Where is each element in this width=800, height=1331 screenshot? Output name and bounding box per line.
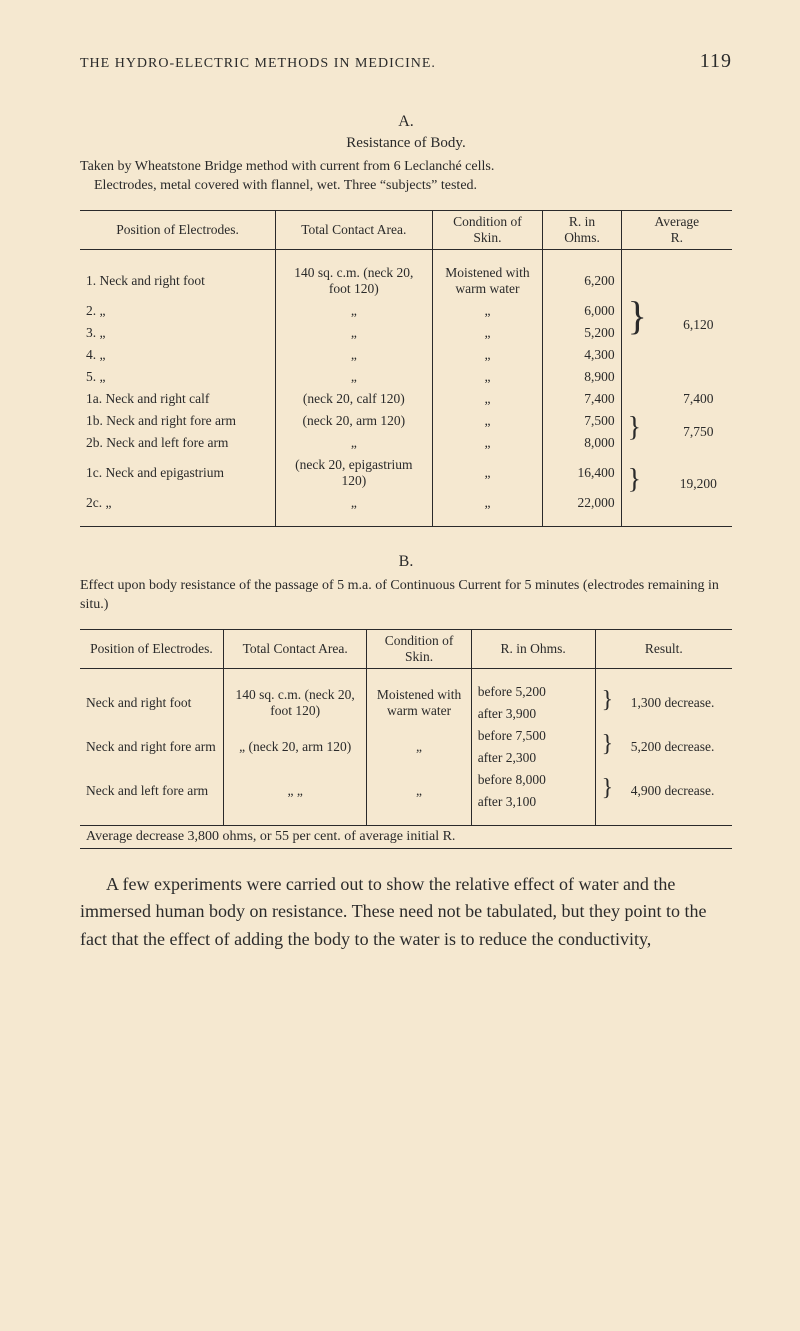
section-a-letter: A.	[80, 113, 732, 131]
page-number: 119	[700, 50, 732, 73]
table-row: Neck and right fore arm „ (neck 20, arm …	[80, 725, 732, 747]
running-title: THE HYDRO-ELECTRIC METHODS IN MEDICINE.	[80, 56, 436, 72]
cell-ohms: 6,200	[543, 262, 621, 300]
table-b-header-row: Position of Electrodes. Total Contact Ar…	[80, 629, 732, 668]
hdr-condition: Condition of Skin.	[367, 629, 471, 668]
table-row: 1. Neck and right foot 140 sq. c.m. (nec…	[80, 262, 732, 300]
cell-area: 140 sq. c.m. (neck 20, foot 120)	[276, 262, 432, 300]
brace-icon: }	[621, 454, 664, 514]
hdr-ohms: R. in Ohms.	[471, 629, 595, 668]
table-row: 1b. Neck and right fore arm (neck 20, ar…	[80, 410, 732, 432]
hdr-area: Total Contact Area.	[223, 629, 366, 668]
hdr-position: Position of Electrodes.	[80, 629, 223, 668]
intro-line-2: Electrodes, metal covered with flannel, …	[80, 177, 732, 196]
brace-icon: }	[595, 769, 625, 813]
table-row: Neck and left fore arm „ „ „ before 8,00…	[80, 769, 732, 791]
table-a: Position of Electrodes. Total Contact Ar…	[80, 210, 732, 527]
page: THE HYDRO-ELECTRIC METHODS IN MEDICINE. …	[0, 0, 800, 1022]
brace-icon: }	[621, 410, 664, 454]
section-b-letter: B.	[80, 553, 732, 571]
brace-icon: }	[621, 262, 664, 388]
section-b-intro: Effect upon body resistance of the passa…	[80, 577, 732, 615]
avg-note: Average decrease 3,800 ohms, or 55 per c…	[80, 825, 732, 848]
body-paragraph: A few experiments were carried out to sh…	[80, 871, 732, 955]
table-row: 1a. Neck and right calf (neck 20, calf 1…	[80, 388, 732, 410]
hdr-average: AverageR.	[621, 210, 732, 249]
avg-g2: 7,400	[665, 388, 732, 410]
cell-cond: Moistened with warm water	[432, 262, 543, 300]
intro-line-1: Taken by Wheatstone Bridge method with c…	[80, 158, 732, 177]
cell-pos: 1. Neck and right foot	[80, 262, 276, 300]
hdr-area: Total Contact Area.	[276, 210, 432, 249]
table-row: 1c. Neck and epigastrium (neck 20, epiga…	[80, 454, 732, 492]
hdr-result: Result.	[595, 629, 732, 668]
table-b: Position of Electrodes. Total Contact Ar…	[80, 629, 732, 849]
brace-icon: }	[595, 681, 625, 725]
avg-g3: 7,750	[665, 410, 732, 454]
hdr-position: Position of Electrodes.	[80, 210, 276, 249]
section-a-title: Resistance of Body.	[80, 135, 732, 152]
table-b-note-row: Average decrease 3,800 ohms, or 55 per c…	[80, 825, 732, 848]
avg-g1: 6,120	[665, 262, 732, 388]
hdr-ohms: R. inOhms.	[543, 210, 621, 249]
section-a-intro: Taken by Wheatstone Bridge method with c…	[80, 158, 732, 196]
brace-icon: }	[595, 725, 625, 769]
avg-g4: 19,200	[665, 454, 732, 514]
hdr-condition: Condition of Skin.	[432, 210, 543, 249]
table-row: Neck and right foot 140 sq. c.m. (neck 2…	[80, 681, 732, 703]
table-a-header-row: Position of Electrodes. Total Contact Ar…	[80, 210, 732, 249]
running-head: THE HYDRO-ELECTRIC METHODS IN MEDICINE. …	[80, 50, 732, 73]
